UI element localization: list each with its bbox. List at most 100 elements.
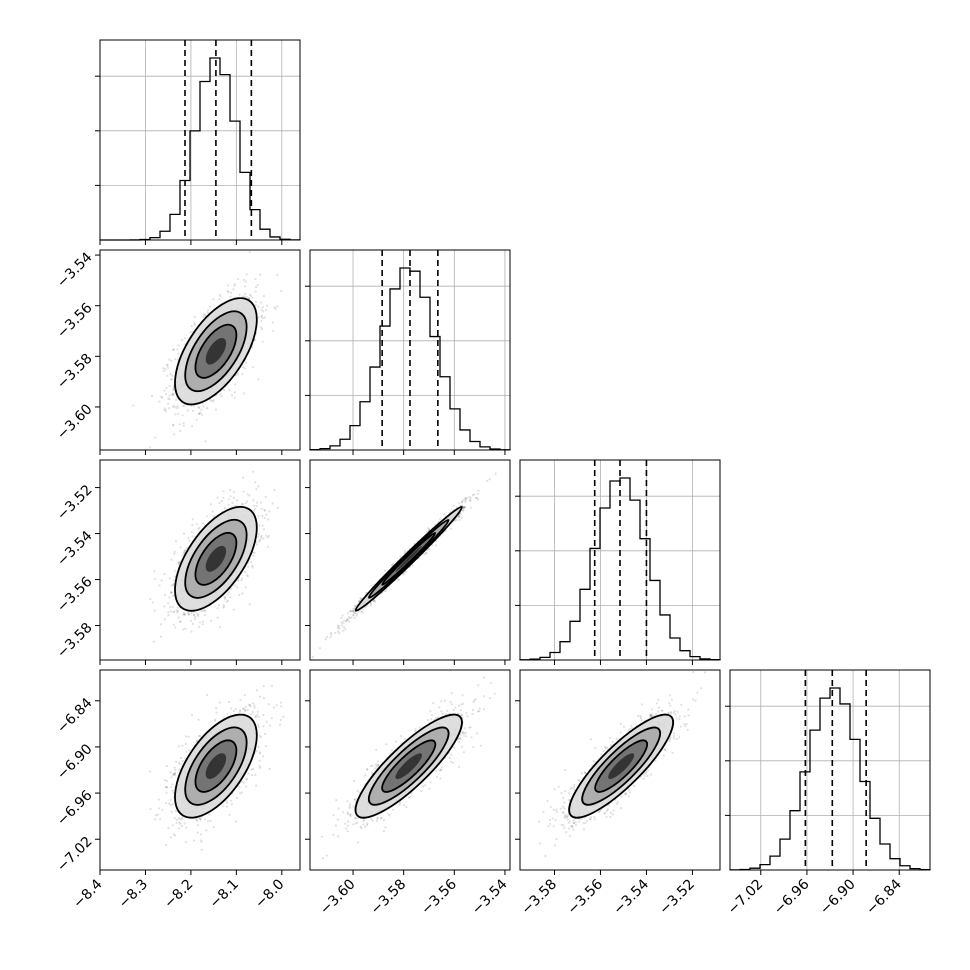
sample-point bbox=[246, 575, 249, 578]
sample-point bbox=[220, 500, 223, 503]
sample-point bbox=[219, 625, 222, 629]
sample-point bbox=[244, 502, 247, 505]
sample-point bbox=[193, 323, 196, 327]
scatter-panel-1-0 bbox=[95, 249, 301, 455]
sample-point bbox=[318, 647, 322, 650]
sample-point bbox=[255, 501, 258, 504]
sample-point bbox=[169, 372, 172, 375]
sample-point bbox=[230, 291, 233, 294]
sample-point bbox=[227, 284, 230, 287]
sample-point bbox=[214, 408, 218, 411]
sample-point bbox=[289, 456, 291, 458]
sample-point bbox=[162, 367, 165, 370]
sample-point bbox=[163, 408, 166, 411]
sample-point bbox=[254, 290, 257, 293]
sample-point bbox=[218, 298, 221, 301]
sample-point bbox=[167, 826, 170, 830]
sample-point bbox=[178, 423, 181, 426]
sample-point bbox=[345, 619, 348, 622]
sample-point bbox=[177, 344, 180, 347]
sample-point bbox=[183, 550, 186, 553]
sample-point bbox=[181, 554, 184, 557]
sample-point bbox=[260, 328, 263, 331]
sample-point bbox=[174, 398, 178, 402]
sample-point bbox=[237, 579, 240, 582]
sample-point bbox=[182, 613, 185, 616]
sample-point bbox=[227, 503, 230, 506]
contour-line bbox=[174, 506, 258, 612]
sample-point bbox=[244, 570, 247, 574]
sample-point bbox=[236, 372, 239, 375]
sample-point bbox=[452, 504, 455, 507]
sample-point bbox=[212, 515, 215, 518]
sample-point bbox=[224, 596, 227, 599]
sample-point bbox=[255, 286, 258, 289]
sample-point bbox=[158, 400, 161, 403]
sample-point bbox=[240, 577, 244, 580]
sample-point bbox=[260, 534, 263, 537]
contour-line bbox=[194, 323, 238, 379]
sample-point bbox=[173, 610, 176, 613]
sample-point bbox=[276, 273, 279, 276]
sample-point bbox=[334, 631, 337, 635]
sample-point bbox=[182, 404, 185, 407]
contour-line bbox=[367, 518, 450, 599]
sample-point bbox=[153, 609, 156, 612]
sample-point bbox=[198, 406, 201, 410]
sample-point bbox=[257, 378, 260, 381]
sample-point bbox=[477, 489, 480, 492]
sample-point bbox=[226, 290, 229, 293]
sample-point bbox=[167, 402, 170, 405]
sample-point bbox=[233, 396, 236, 399]
sample-point bbox=[494, 472, 497, 475]
sample-point bbox=[336, 627, 340, 630]
sample-point bbox=[324, 638, 327, 641]
sample-point bbox=[348, 617, 351, 620]
sample-point bbox=[200, 609, 203, 613]
sample-point bbox=[276, 506, 279, 509]
sample-point bbox=[232, 496, 235, 499]
sample-point bbox=[346, 618, 349, 621]
sample-point bbox=[458, 502, 461, 505]
sample-point bbox=[271, 502, 274, 505]
sample-point bbox=[338, 632, 341, 635]
sample-point bbox=[262, 295, 266, 298]
sample-point bbox=[218, 293, 221, 296]
sample-point bbox=[340, 621, 343, 624]
sample-point bbox=[355, 614, 358, 617]
sample-point bbox=[212, 298, 215, 301]
sample-point bbox=[149, 446, 152, 449]
sample-point bbox=[242, 490, 245, 493]
sample-point bbox=[265, 513, 268, 516]
sample-point bbox=[223, 596, 226, 599]
sample-point bbox=[476, 492, 479, 495]
sample-point bbox=[227, 291, 230, 294]
sample-point bbox=[222, 490, 225, 493]
sample-point bbox=[229, 295, 232, 298]
sample-point bbox=[163, 389, 166, 392]
sample-point bbox=[244, 292, 247, 295]
sample-point bbox=[187, 537, 190, 540]
sample-point bbox=[177, 745, 180, 748]
sample-point bbox=[159, 635, 163, 638]
sample-point bbox=[158, 584, 161, 587]
sample-point bbox=[233, 284, 236, 287]
sample-point bbox=[196, 613, 199, 616]
sample-point bbox=[173, 552, 176, 555]
sample-point bbox=[226, 593, 229, 596]
sample-point bbox=[168, 407, 171, 410]
sample-point bbox=[226, 599, 230, 602]
scatter-panel-3-0 bbox=[95, 669, 301, 875]
sample-point bbox=[374, 599, 377, 602]
sample-point bbox=[195, 418, 198, 421]
sample-point bbox=[263, 509, 267, 512]
sample-point bbox=[191, 518, 194, 521]
sample-point bbox=[176, 348, 179, 351]
sample-point bbox=[171, 584, 175, 587]
sample-point bbox=[171, 348, 175, 351]
sample-point bbox=[428, 528, 431, 531]
sample-point bbox=[463, 506, 466, 509]
sample-point bbox=[457, 514, 461, 518]
sample-point bbox=[431, 544, 434, 547]
sample-point bbox=[168, 384, 171, 388]
